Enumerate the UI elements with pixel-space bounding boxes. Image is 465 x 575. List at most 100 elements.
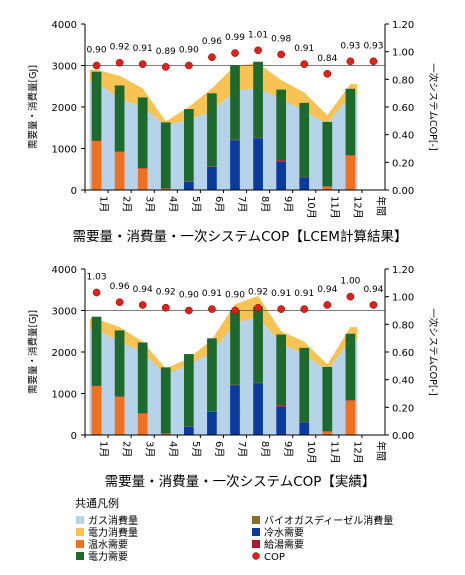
cop-point [277,305,286,313]
cop-data-label: 0.93 [363,41,383,51]
bar-electric-demand [184,354,194,427]
x-tick-label: 9月 [282,441,294,457]
bar-electric-demand [276,89,286,161]
x-tick-label: 年間 [374,196,387,216]
bar-electric-demand [299,347,310,423]
bar-hot-water [345,400,356,435]
cop-data-label: 1.00 [340,277,360,287]
y2-tick-label: 0.80 [392,320,414,331]
y2-tick-label: 0.20 [392,403,414,414]
bar-cold-water [253,383,263,435]
cop-point [254,46,262,55]
area-gas-consumption [89,82,358,190]
cop-point [184,306,193,315]
area-gas-consumption [89,316,358,435]
bar-cold-water [184,426,194,435]
legend-swatch [252,528,260,536]
bar-cold-water [276,161,286,190]
cop-point [92,288,101,297]
legend-swatch [76,516,84,524]
bar-electric-demand [230,65,240,140]
x-tick-label: 4月 [167,441,179,457]
cop-point [323,301,332,309]
cop-point [323,69,332,78]
bar-electric-demand [253,61,263,138]
bar-hot-water [322,186,333,190]
cop-point [138,60,147,68]
bar-electric-demand [345,88,356,156]
bar-cold-water [299,422,310,435]
bar-electric-demand [114,85,125,152]
bar-electric-demand [91,316,102,386]
y2-axis-title: 一次システムCOP[-] [427,308,439,395]
bar-cold-water [230,385,240,435]
cop-data-label: 1.01 [248,30,268,40]
chart-lcem: 0 1000 2000 3000 4000 0.00 0.20 0.40 0.60 0.80 1.0… [27,20,439,245]
cop-data-label: 0.91 [294,44,314,54]
x-tick-label: 6月 [213,196,225,212]
y-axis-title: 需要量・消費量[GJ] [27,310,39,394]
cop-data-label: 0.94 [133,285,153,295]
x-tick-label: 1月 [98,196,110,212]
cop-data-label: 0.90 [87,46,107,56]
cop-data-label: 0.99 [225,33,245,43]
bar-electric-demand [160,367,171,434]
y2-tick-label: 0.20 [392,158,414,169]
bar-electric-demand [322,121,333,187]
y2-tick-label: 1.20 [392,20,414,31]
cop-point [115,58,124,67]
bar-electric-demand [299,102,310,178]
bar-electric-demand [322,366,333,432]
cop-point [161,63,170,71]
bar-hot-water [91,386,102,435]
y-tick-label: 4000 [52,265,77,276]
bar-cold-water [207,411,217,435]
y2-tick-label: 0.00 [392,186,414,197]
cop-data-label: 0.96 [110,282,130,292]
x-tick-label: 年間 [374,441,387,461]
x-tick-label: 6月 [213,441,225,457]
x-tick-label: 3月 [144,441,156,457]
bar-electric-demand [230,310,240,385]
x-tick-label: 12月 [351,441,363,464]
cop-point [300,305,309,313]
bar-hot-water [322,431,333,435]
bar-hot-supply [276,405,286,407]
cop-data-label: 1.03 [87,273,107,283]
bar-electric-demand [276,334,286,406]
y-tick-label: 3000 [52,62,77,73]
cop-data-label: 0.94 [363,285,383,295]
y-tick-label: 0 [71,186,77,197]
bar-hot-water [91,141,102,190]
legend-label: 温水需要 [88,539,128,551]
x-tick-label: 3月 [144,196,156,212]
bar-hot-water [114,396,125,435]
legend-label: 電力消費量 [88,526,138,539]
cop-data-label: 0.91 [133,44,153,54]
x-tick-label: 10月 [305,441,317,464]
legend-label: 冷水需要 [264,526,304,539]
cop-data-label: 0.84 [317,54,337,64]
legend-swatch [252,516,260,524]
y-tick-label: 4000 [52,20,77,31]
legend-swatch [76,552,84,560]
y-tick-label: 2000 [52,348,77,359]
bar-cold-water [207,166,217,190]
bar-hot-water [137,413,148,435]
y2-tick-label: 0.60 [392,103,414,114]
legend-label: 電力需要 [88,550,128,563]
y2-tick-label: 0.40 [392,376,414,387]
bar-hot-water [114,151,125,190]
chart-title: 需要量・消費量・一次システムCOP【LCEM計算結果】 [73,229,408,245]
x-tick-label: 4月 [167,196,179,212]
x-tick-label: 11月 [328,196,340,219]
chart-actual: 0 1000 2000 3000 4000 0.00 0.20 0.40 0.60 0.80 1.0… [27,265,439,490]
x-tick-label: 11月 [328,441,340,464]
x-tick-label: 7月 [236,196,248,212]
legend-swatch [76,528,84,536]
cop-point [231,49,239,57]
y-tick-label: 0 [71,431,77,442]
bar-electric-demand [253,306,263,383]
cop-point [277,50,286,59]
legend-label: ガス消費量 [88,514,138,527]
